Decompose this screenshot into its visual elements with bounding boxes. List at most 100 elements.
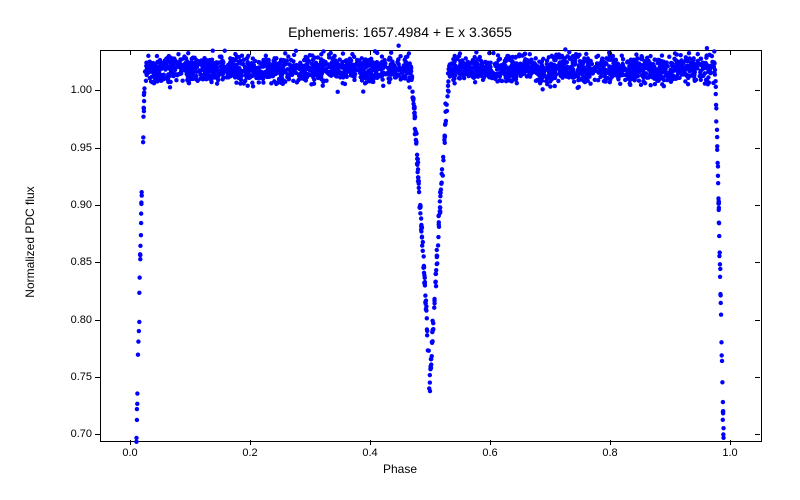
data-point [263, 74, 267, 78]
data-point [437, 225, 441, 229]
data-point [316, 76, 320, 80]
ytick-mark [755, 262, 760, 263]
data-point [721, 410, 725, 414]
data-point [432, 305, 436, 309]
ytick-mark [95, 377, 100, 378]
data-point [528, 65, 532, 69]
data-point [712, 49, 716, 53]
data-point [135, 391, 139, 395]
data-point [419, 224, 423, 228]
ytick-mark [95, 148, 100, 149]
data-point [138, 257, 142, 261]
data-point [408, 61, 412, 65]
data-point [417, 186, 421, 190]
data-point [592, 66, 596, 70]
data-point [532, 61, 536, 65]
data-point [624, 68, 628, 72]
data-point [186, 51, 190, 55]
data-point [610, 66, 614, 70]
data-point [257, 60, 261, 64]
data-point [139, 221, 143, 225]
data-point [580, 70, 584, 74]
data-point [641, 75, 645, 79]
data-point [146, 54, 150, 58]
ytick-mark [95, 320, 100, 321]
data-point [404, 66, 408, 70]
data-point [175, 73, 179, 77]
data-point [332, 68, 336, 72]
data-point [526, 69, 530, 73]
data-point [586, 63, 590, 67]
data-point [174, 78, 178, 82]
data-point [268, 74, 272, 78]
data-point [662, 78, 666, 82]
data-point [453, 54, 457, 58]
data-point [409, 77, 413, 81]
data-point [442, 134, 446, 138]
data-point [669, 61, 673, 65]
data-point [623, 78, 627, 82]
data-point [540, 87, 544, 91]
data-point [648, 83, 652, 87]
data-point [481, 78, 485, 82]
data-point [310, 53, 314, 57]
data-point [446, 84, 450, 88]
xtick-label: 1.0 [722, 447, 737, 459]
data-point [718, 267, 722, 271]
figure-container: Ephemeris: 1657.4984 + E x 3.3655 Normal… [0, 0, 800, 500]
data-point [589, 59, 593, 63]
data-point [481, 70, 485, 74]
data-point [423, 301, 427, 305]
data-point [221, 71, 225, 75]
xtick-mark [490, 50, 491, 55]
data-point [620, 53, 624, 57]
data-point [669, 80, 673, 84]
data-point [161, 76, 165, 80]
x-axis-label: Phase [0, 462, 800, 476]
data-point [268, 70, 272, 74]
data-point [673, 58, 677, 62]
data-point [336, 90, 340, 94]
data-point [364, 80, 368, 84]
data-point [639, 83, 643, 87]
data-point [417, 190, 421, 194]
data-point [597, 70, 601, 74]
data-point [198, 68, 202, 72]
ytick-mark [755, 320, 760, 321]
data-point [394, 66, 398, 70]
data-point [140, 193, 144, 197]
data-point [717, 221, 721, 225]
data-point [436, 243, 440, 247]
data-point [699, 57, 703, 61]
data-point [675, 52, 679, 56]
data-point [716, 174, 720, 178]
data-point [643, 81, 647, 85]
ytick-mark [755, 205, 760, 206]
data-point [336, 71, 340, 75]
data-point [424, 307, 428, 311]
data-point [209, 78, 213, 82]
data-point [640, 55, 644, 59]
data-point [720, 380, 724, 384]
data-point [440, 167, 444, 171]
data-point [153, 77, 157, 81]
data-point [274, 56, 278, 60]
data-point [434, 268, 438, 272]
ytick-mark [95, 262, 100, 263]
data-point [619, 66, 623, 70]
data-point [350, 73, 354, 77]
data-point [717, 254, 721, 258]
data-point [295, 80, 299, 84]
xtick-mark [610, 50, 611, 55]
data-point [433, 280, 437, 284]
data-point [719, 340, 723, 344]
data-point [421, 254, 425, 258]
data-point [352, 55, 356, 59]
data-point [180, 79, 184, 83]
data-point [159, 67, 163, 71]
data-point [573, 75, 577, 79]
data-point [144, 61, 148, 65]
data-point [176, 62, 180, 66]
data-point [573, 58, 577, 62]
data-point [165, 75, 169, 79]
